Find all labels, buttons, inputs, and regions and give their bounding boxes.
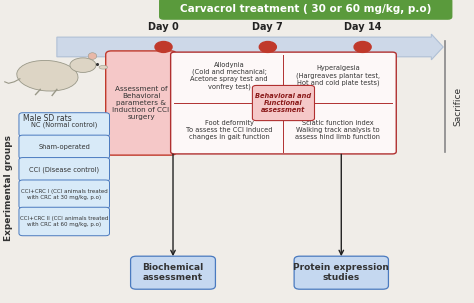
Ellipse shape [99, 65, 108, 69]
Text: Hyperalgesia
(Hargreaves plantar test,
Hot and cold plate tests): Hyperalgesia (Hargreaves plantar test, H… [296, 65, 380, 86]
Text: CCI+CRC II (CCI animals treated
with CRC at 60 mg/kg, p.o): CCI+CRC II (CCI animals treated with CRC… [20, 216, 109, 227]
Text: Day 0: Day 0 [148, 22, 179, 32]
Text: CCI (Disease control): CCI (Disease control) [29, 166, 99, 173]
Circle shape [259, 42, 276, 52]
Text: Sacrifice: Sacrifice [453, 86, 462, 126]
FancyBboxPatch shape [19, 135, 109, 159]
Text: Male SD rats: Male SD rats [23, 114, 72, 123]
Circle shape [155, 42, 172, 52]
FancyBboxPatch shape [19, 207, 109, 236]
Text: Experimental groups: Experimental groups [4, 135, 13, 241]
Text: Assessment of
Behavioral
parameters &
Induction of CCI
surgery: Assessment of Behavioral parameters & In… [112, 86, 170, 120]
FancyBboxPatch shape [106, 51, 176, 155]
Text: Foot deformity
To assess the CCI induced
changes in gait function: Foot deformity To assess the CCI induced… [186, 120, 272, 140]
Text: Day 14: Day 14 [344, 22, 382, 32]
FancyBboxPatch shape [252, 85, 314, 121]
FancyBboxPatch shape [19, 158, 109, 181]
FancyBboxPatch shape [171, 52, 396, 154]
FancyBboxPatch shape [130, 256, 215, 289]
Text: Carvacrol treatment ( 30 or 60 mg/kg, p.o): Carvacrol treatment ( 30 or 60 mg/kg, p.… [180, 4, 431, 14]
Ellipse shape [88, 53, 97, 59]
Text: NC (Normal control): NC (Normal control) [31, 121, 98, 128]
FancyArrow shape [57, 34, 443, 60]
FancyBboxPatch shape [19, 113, 109, 136]
Text: Sham-operated: Sham-operated [38, 144, 90, 150]
Text: Day 7: Day 7 [253, 22, 283, 32]
FancyBboxPatch shape [160, 0, 452, 19]
Text: CCI+CRC I (CCI animals treated
with CRC at 30 mg/kg, p.o): CCI+CRC I (CCI animals treated with CRC … [21, 189, 108, 200]
Circle shape [354, 42, 371, 52]
Text: Allodynia
(Cold and mechanical;
Acetone spray test and
vonfrey test): Allodynia (Cold and mechanical; Acetone … [190, 62, 268, 90]
Ellipse shape [70, 58, 96, 72]
FancyBboxPatch shape [294, 256, 388, 289]
FancyBboxPatch shape [19, 180, 109, 208]
Text: Behavioral and
Functional
assessment: Behavioral and Functional assessment [255, 93, 311, 113]
Text: Sciatic function index
Walking track analysis to
assess hind limb function: Sciatic function index Walking track ana… [295, 120, 381, 140]
Ellipse shape [17, 60, 78, 91]
Text: Biochemical
assessment: Biochemical assessment [142, 263, 204, 282]
Text: Protein expression
studies: Protein expression studies [293, 263, 389, 282]
